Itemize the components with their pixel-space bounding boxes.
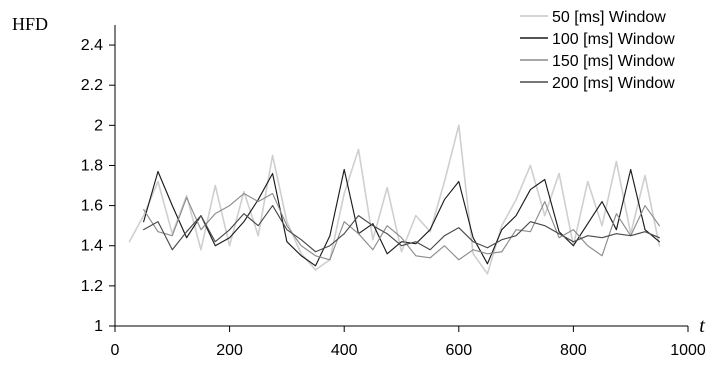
x-tick-label: 400 bbox=[331, 342, 358, 359]
y-tick-label: 1.4 bbox=[81, 238, 103, 255]
y-tick-label: 1.6 bbox=[81, 198, 103, 215]
y-tick-label: 2.2 bbox=[81, 77, 103, 94]
y-tick-label: 2 bbox=[94, 117, 103, 134]
x-tick-label: 800 bbox=[560, 342, 587, 359]
legend-label-1: 50 [ms] Window bbox=[552, 9, 666, 26]
x-tick-label: 600 bbox=[445, 342, 472, 359]
series-line-1 bbox=[128, 124, 661, 275]
x-tick-label: 1000 bbox=[670, 342, 706, 359]
y-tick-label: 2.4 bbox=[81, 37, 103, 54]
series-line-3 bbox=[143, 192, 660, 261]
series-line-2 bbox=[143, 168, 660, 267]
y-axis-title: HFD bbox=[12, 14, 48, 34]
x-tick-label: 200 bbox=[216, 342, 243, 359]
series-line-4 bbox=[143, 205, 660, 253]
legend-label-4: 200 [ms] Window bbox=[552, 75, 675, 92]
legend-label-2: 100 [ms] Window bbox=[552, 31, 675, 48]
x-tick-label: 0 bbox=[111, 342, 120, 359]
x-axis-title: t bbox=[699, 315, 705, 337]
y-tick-label: 1.2 bbox=[81, 278, 103, 295]
legend: 50 [ms] Window 100 [ms] Window 150 [ms] Wi… bbox=[520, 9, 675, 92]
y-tick-label: 1 bbox=[94, 318, 103, 335]
legend-label-3: 150 [ms] Window bbox=[552, 53, 675, 70]
series-layer bbox=[128, 124, 661, 275]
y-tick-label: 1.8 bbox=[81, 157, 103, 174]
axes-layer: 1 1.2 1.4 1.6 1.8 2 2.2 2.4 0 200 400 600 800 1000 bbox=[81, 25, 706, 359]
